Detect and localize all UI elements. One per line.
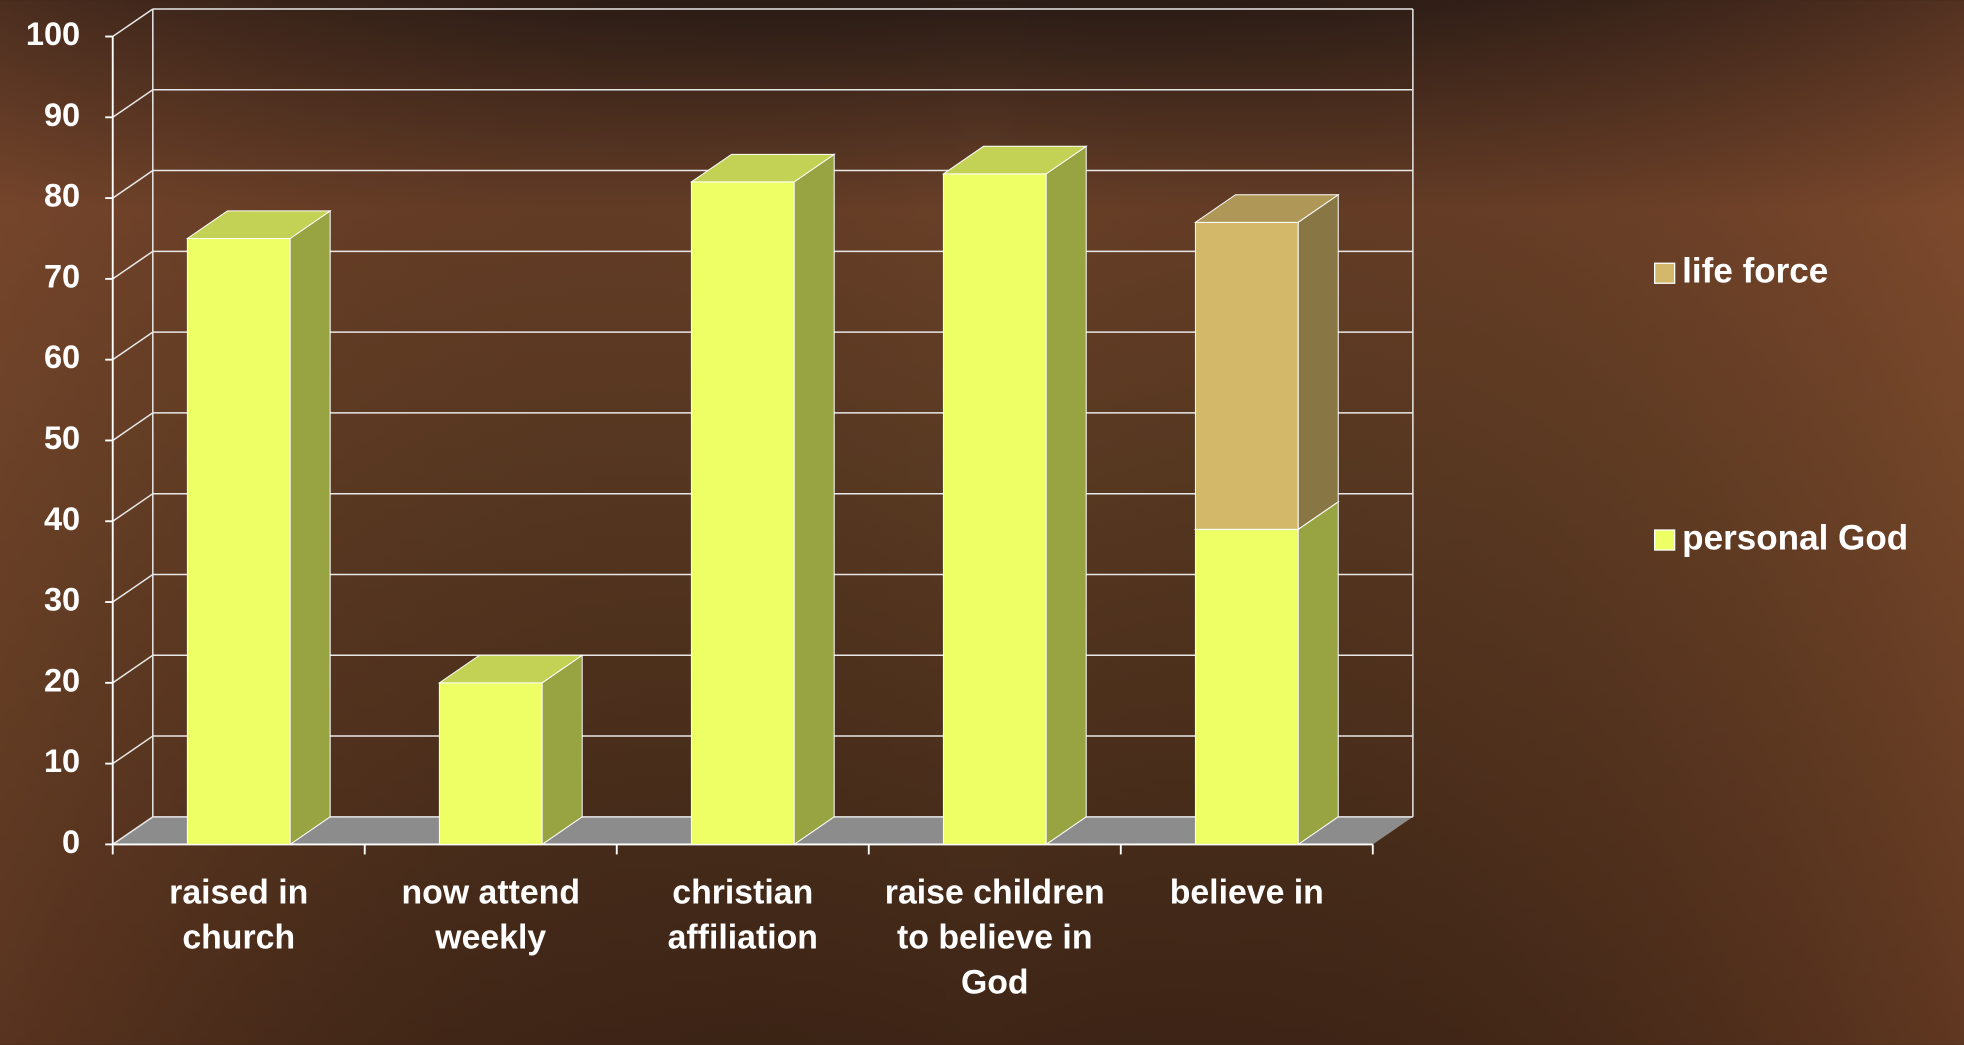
side-grid-line [112,89,154,118]
x-tick-label-box: believe in [1169,873,1324,911]
bar-side [1297,193,1339,531]
side-grid-line [112,735,154,765]
side-grid-line [112,654,154,684]
y-tick-label: 10 [44,743,80,779]
y-tick-label: 100 [26,16,80,52]
side-grid-line [112,493,154,522]
x-tick-label: believe in [1169,873,1324,911]
side-grid-line [112,8,154,38]
y-tick-label: 0 [62,824,80,860]
bar [1194,528,1299,845]
x-tick-label-box: raise children to believe in God [884,873,1105,1001]
bar-side [1045,145,1087,846]
bar [186,237,291,845]
y-tick-label: 80 [44,178,80,214]
side-grid-line [112,331,154,361]
x-tick-label-box: now attend weekly [401,873,580,956]
bar-top [185,210,332,239]
side-grid-line [112,573,154,603]
bar-top [689,153,836,183]
bar-top [437,654,584,684]
x-tick-label-box: christian affiliation [667,873,818,956]
y-tick-label: 50 [44,420,80,456]
x-tick-label-box: raised in church [169,873,309,956]
legend-swatch [1653,529,1676,551]
bar-side [793,153,835,846]
x-tick-label: raise children to believe in God [884,873,1105,1001]
bar-top [1193,194,1340,223]
bar-top [941,145,1088,175]
side-grid-line [112,816,154,846]
x-tick-label: raised in church [169,873,309,956]
bar [438,682,543,845]
bar [690,181,795,845]
legend-label: life force [1682,252,1828,291]
legend-swatch [1653,262,1676,284]
x-tick-label: christian affiliation [667,873,818,956]
y-tick-label: 70 [44,258,80,294]
x-tick-label: now attend weekly [401,873,580,956]
bar-side [289,209,331,846]
legend-label: personal God [1682,518,1908,557]
y-tick-label: 60 [44,339,80,375]
bar-side [1297,500,1339,846]
bar-side [541,654,583,846]
side-grid-line [112,250,154,280]
y-tick-label: 30 [44,582,80,618]
side-grid-line [112,412,154,442]
bar [1194,221,1299,530]
y-tick-label: 20 [44,662,80,698]
y-tick-label: 90 [44,97,80,133]
bar [942,173,1047,845]
side-grid-line [112,169,154,199]
y-tick-label: 40 [44,501,80,537]
